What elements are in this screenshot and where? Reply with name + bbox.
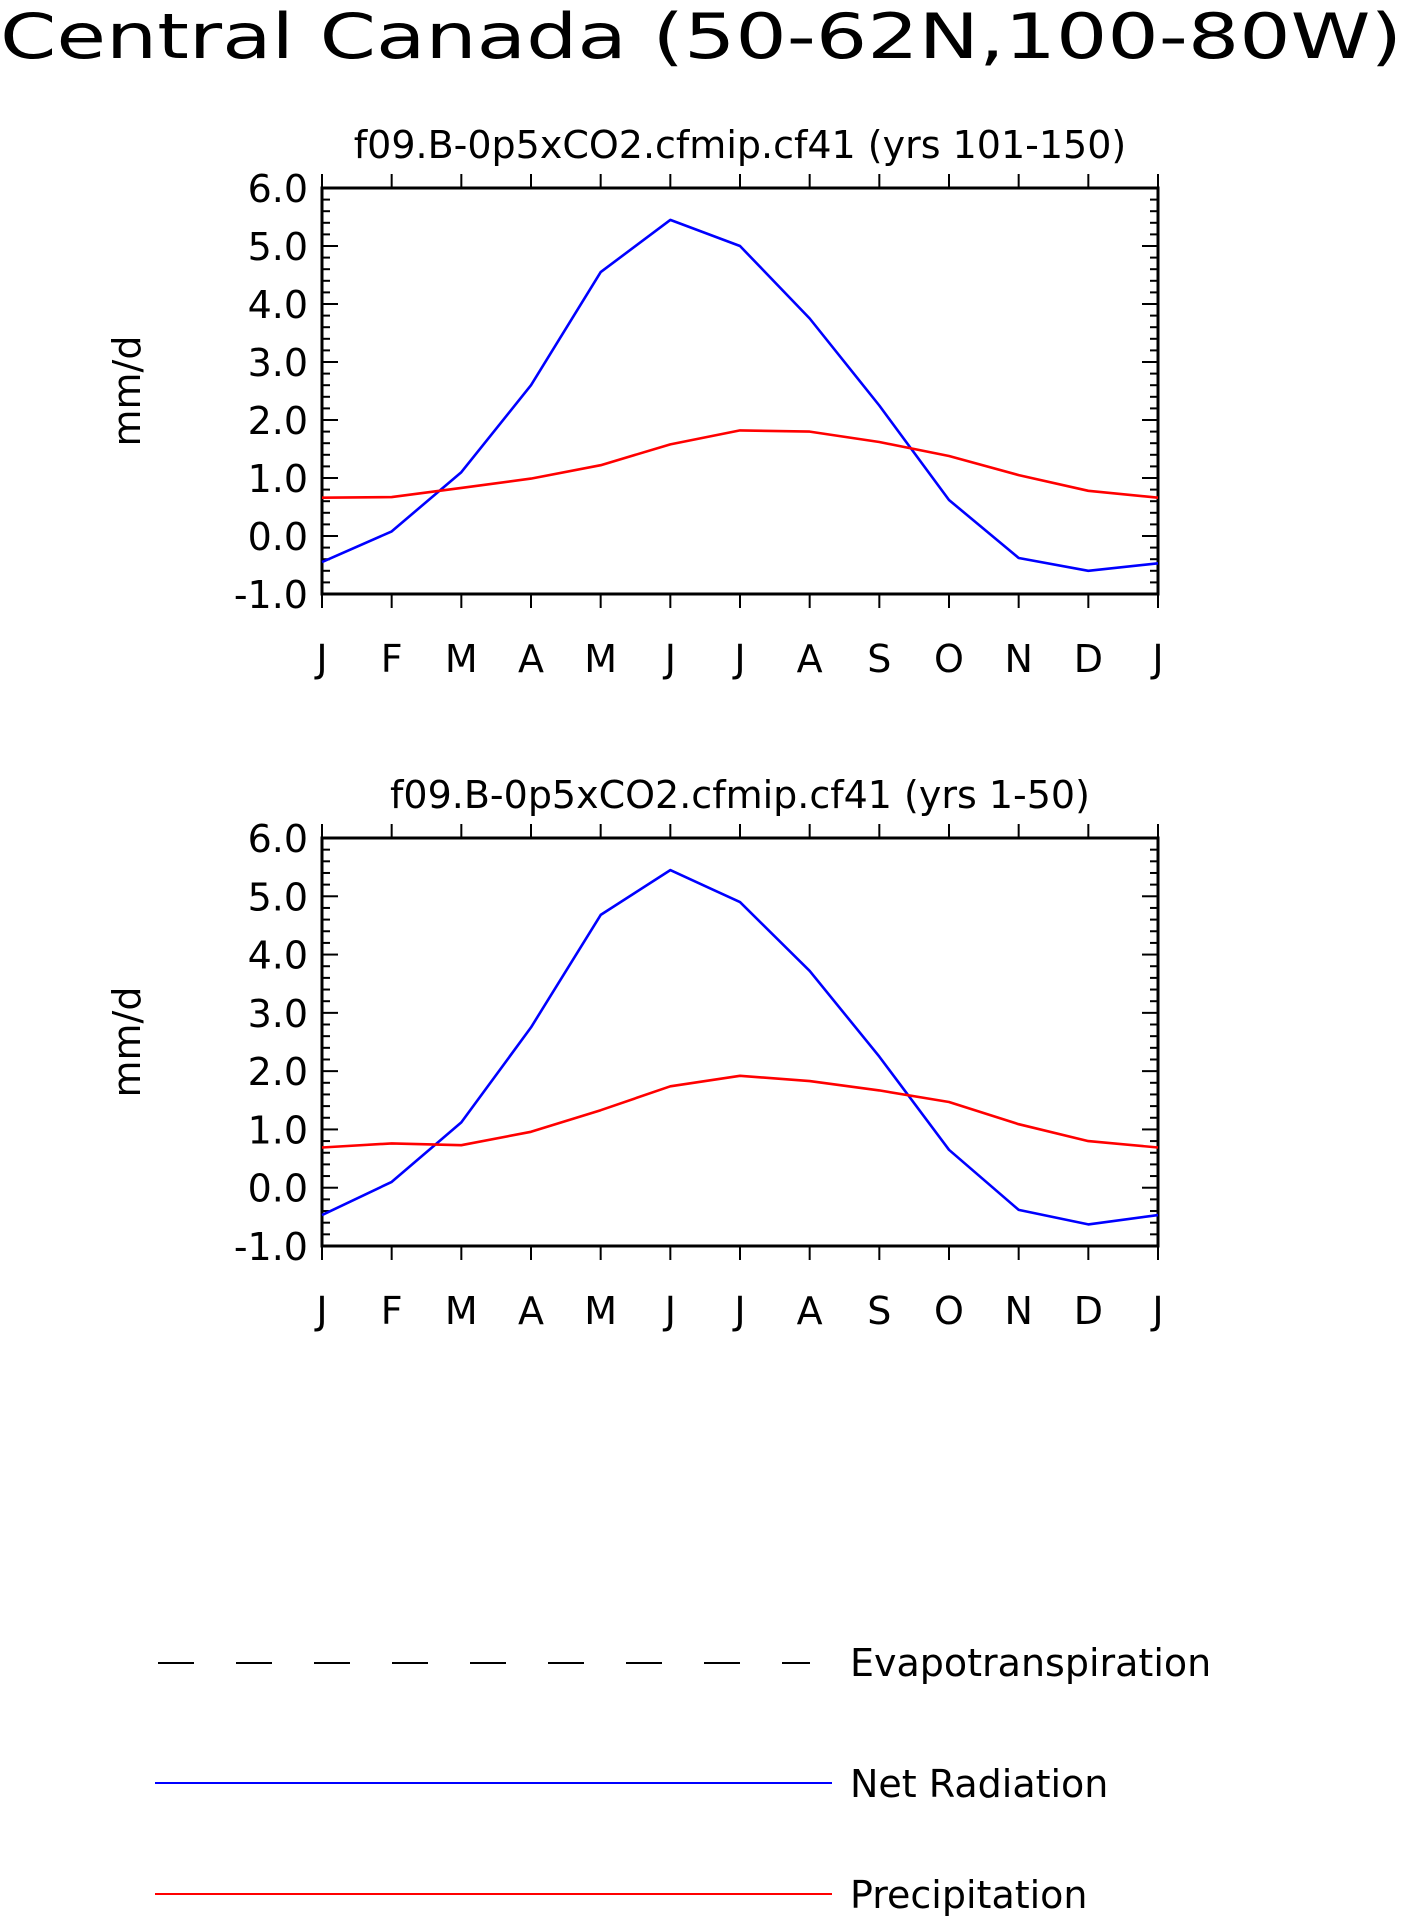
x-tick-label: J: [314, 637, 327, 681]
x-tick-label: S: [867, 637, 891, 681]
y-tick-label: 6.0: [248, 167, 308, 211]
x-tick-label: J: [314, 1289, 327, 1333]
chart-panels: f09.B-0p5xCO2.cfmip.cf41 (yrs 101-150) -1…: [105, 123, 1164, 1333]
x-tick-label: F: [381, 637, 403, 681]
legend-label: Precipitation: [850, 1873, 1088, 1917]
x-tick-label: O: [934, 1289, 964, 1333]
series-line-precipitation: [321, 429, 1159, 499]
y-tick-label: 3.0: [248, 341, 308, 385]
x-tick-label: A: [518, 637, 544, 681]
x-tick-label: J: [1150, 1289, 1163, 1333]
y-tick-label: 2.0: [248, 1050, 308, 1094]
y-tick-label: 5.0: [248, 875, 308, 919]
y-tick-label: 0.0: [248, 515, 308, 559]
x-tick-label: J: [663, 1289, 676, 1333]
x-tick-label: F: [381, 1289, 403, 1333]
x-tick-label: D: [1074, 637, 1103, 681]
chart-title: f09.B-0p5xCO2.cfmip.cf41 (yrs 101-150): [354, 123, 1126, 167]
x-tick-label: M: [584, 637, 617, 681]
y-axis-label: mm/d: [105, 987, 149, 1098]
x-tick-label: S: [867, 1289, 891, 1333]
legend-item-evapotranspiration: Evapotranspiration: [158, 1641, 1211, 1685]
y-tick-label: 4.0: [248, 283, 308, 327]
y-tick-label: 1.0: [248, 457, 308, 501]
y-axis-label: mm/d: [105, 336, 149, 447]
x-tick-label: J: [663, 637, 676, 681]
page-title: Central Canada (50-62N,100-80W): [0, 0, 1402, 73]
legend-label: Net Radiation: [850, 1762, 1108, 1806]
y-tick-label: -1.0: [234, 573, 308, 617]
legend: Evapotranspiration Net Radiation Precipi…: [155, 1641, 1211, 1917]
x-tick-label: M: [584, 1289, 617, 1333]
legend-item-precipitation: Precipitation: [155, 1873, 1088, 1917]
x-tick-label: A: [518, 1289, 544, 1333]
x-tick-label: M: [445, 1289, 478, 1333]
y-tick-label: 4.0: [248, 934, 308, 978]
x-tick-label: M: [445, 637, 478, 681]
chart-panel-1: f09.B-0p5xCO2.cfmip.cf41 (yrs 101-150) -1…: [105, 123, 1164, 681]
y-tick-label: 0.0: [248, 1167, 308, 1211]
x-tick-label: A: [797, 1289, 823, 1333]
y-tick-label: 1.0: [248, 1108, 308, 1152]
y-tick-label: 2.0: [248, 399, 308, 443]
y-tick-label: 3.0: [248, 992, 308, 1036]
legend-item-net-radiation: Net Radiation: [155, 1762, 1108, 1806]
plot-frame: [320, 186, 1160, 596]
y-tick-label: 5.0: [248, 225, 308, 269]
x-tick-label: J: [732, 637, 745, 681]
chart-panel-2: f09.B-0p5xCO2.cfmip.cf41 (yrs 1-50) -1.0 0…: [105, 773, 1164, 1333]
x-tick-label: J: [1150, 637, 1163, 681]
series-line-precipitation: [321, 1074, 1159, 1149]
plot-frame: [320, 836, 1160, 1248]
x-tick-label: D: [1074, 1289, 1103, 1333]
y-tick-label: -1.0: [234, 1225, 308, 1269]
legend-label: Evapotranspiration: [850, 1641, 1211, 1685]
x-tick-label: N: [1004, 1289, 1032, 1333]
chart-title: f09.B-0p5xCO2.cfmip.cf41 (yrs 1-50): [390, 773, 1090, 817]
series-line-net-radiation: [321, 218, 1159, 573]
x-tick-label: N: [1004, 637, 1032, 681]
series-line-net-radiation: [321, 868, 1159, 1226]
x-tick-label: O: [934, 637, 964, 681]
x-tick-label: J: [732, 1289, 745, 1333]
y-tick-label: 6.0: [248, 817, 308, 861]
x-tick-label: A: [797, 637, 823, 681]
